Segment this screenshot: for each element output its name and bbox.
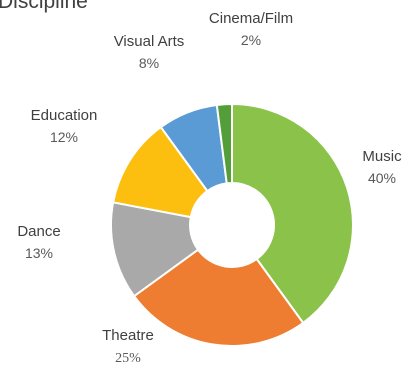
slice-label-music: Music bbox=[362, 148, 402, 165]
slice-value-label-theatre: 25% bbox=[115, 351, 141, 366]
slice-cinema-film bbox=[215, 102, 233, 185]
slice-value-label-music: 40% bbox=[368, 170, 396, 186]
slice-label-visual-arts: Visual Arts bbox=[114, 33, 185, 50]
slice-label-education: Education bbox=[31, 107, 98, 124]
labels-layer: Music 40% Theatre 25% Dance 13% Education 12% Vi… bbox=[17, 10, 402, 366]
slice-label-dance: Dance bbox=[17, 223, 60, 240]
slice-value-label-visual-arts: 8% bbox=[139, 55, 159, 71]
slice-value-label-cinema-film: 2% bbox=[241, 32, 261, 48]
chart-title: Discipline bbox=[0, 0, 88, 13]
slice-value-label-dance: 13% bbox=[25, 245, 53, 261]
slice-music bbox=[231, 102, 354, 325]
slice-theatre bbox=[132, 248, 305, 347]
slice-label-theatre: Theatre bbox=[102, 327, 154, 344]
slice-value-label-education: 12% bbox=[50, 129, 78, 145]
slices-layer bbox=[110, 102, 354, 347]
slice-label-cinema-film: Cinema/Film bbox=[209, 10, 293, 27]
